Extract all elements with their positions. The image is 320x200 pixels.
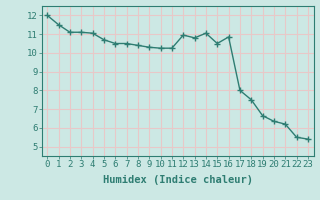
X-axis label: Humidex (Indice chaleur): Humidex (Indice chaleur)	[103, 175, 252, 185]
